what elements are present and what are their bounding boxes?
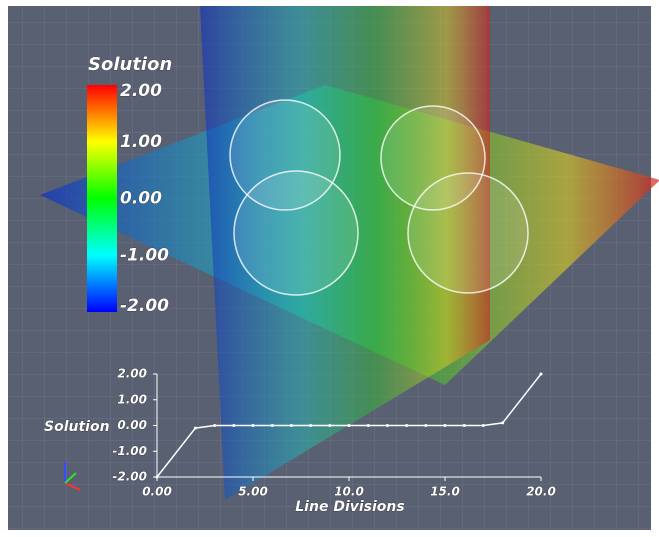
- colorbar-title: Solution: [88, 54, 172, 75]
- y-axis-label: Solution: [44, 419, 110, 435]
- data-point: [405, 424, 408, 427]
- y-tick-label: 1.00: [117, 392, 147, 406]
- data-point: [271, 424, 274, 427]
- data-point: [424, 424, 427, 427]
- data-point: [309, 424, 312, 427]
- data-point: [367, 424, 370, 427]
- data-point: [156, 476, 159, 479]
- data-point: [232, 424, 235, 427]
- colorbar-gradient: [87, 85, 117, 312]
- data-point: [463, 424, 466, 427]
- x-tick-label: 0.00: [142, 485, 172, 499]
- x-tick-label: 10.0: [334, 485, 364, 499]
- data-point: [290, 424, 293, 427]
- data-point: [252, 424, 255, 427]
- x-tick-label: 15.0: [430, 485, 460, 499]
- x-axis-label: Line Divisions: [295, 499, 404, 515]
- data-point: [540, 373, 543, 376]
- y-tick-label: 2.00: [117, 367, 147, 381]
- y-tick-label: -1.00: [112, 444, 147, 458]
- y-tick-label: -2.00: [112, 470, 147, 484]
- data-point: [386, 424, 389, 427]
- data-point: [348, 424, 351, 427]
- data-point: [194, 427, 197, 430]
- data-point: [444, 424, 447, 427]
- visualization: Solution 2.00 1.00 0.00 -1.00 -2.00 Solution…: [0, 0, 659, 537]
- colorbar-tick-label: -1.00: [120, 245, 169, 265]
- colorbar-tick-label: 1.00: [120, 132, 162, 152]
- data-point: [501, 421, 504, 424]
- data-point: [328, 424, 331, 427]
- data-point: [482, 424, 485, 427]
- x-tick-label: 20.0: [526, 485, 556, 499]
- colorbar-tick-label: 2.00: [120, 81, 162, 101]
- colorbar-tick-label: 0.00: [120, 189, 162, 209]
- y-tick-label: 0.00: [117, 418, 147, 432]
- data-point: [213, 424, 216, 427]
- x-tick-label: 5.00: [238, 485, 268, 499]
- colorbar-tick-label: -2.00: [120, 296, 169, 316]
